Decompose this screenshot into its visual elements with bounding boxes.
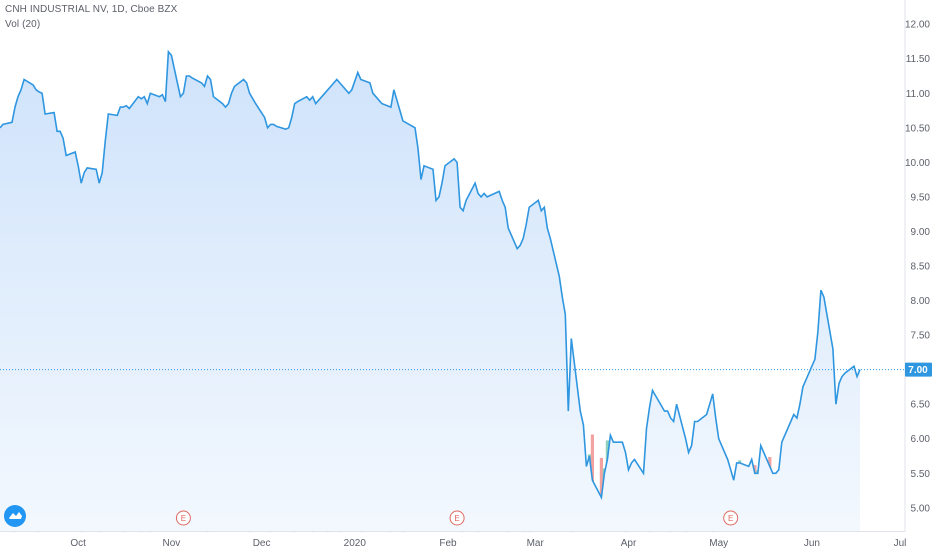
earnings-marker-circle — [449, 510, 465, 526]
earnings-marker-label: E — [181, 514, 186, 523]
price-tick-label: 9.50 — [911, 192, 931, 203]
last-price-badge: 7.00 — [905, 362, 932, 377]
volume-indicator-label[interactable]: Vol (20) — [5, 19, 41, 30]
price-axis[interactable]: 12.00 11.50 11.00 10.50 10.00 9.50 9.00 8.50 8.0… — [905, 20, 930, 515]
price-tick-label: 5.00 — [911, 503, 931, 514]
price-tick-label: 6.50 — [911, 400, 931, 411]
price-tick-label: 7.50 — [911, 331, 931, 342]
earnings-marker-label: E — [454, 514, 459, 523]
time-tick-label: 2020 — [344, 538, 367, 549]
price-tick-label: 6.00 — [911, 434, 931, 445]
price-tick-label: 8.50 — [911, 262, 931, 273]
price-tick-label: 11.00 — [906, 89, 931, 100]
price-tick-label: 10.50 — [905, 123, 930, 134]
earnings-marker-circle — [723, 510, 739, 526]
earnings-marker[interactable]: E — [175, 510, 191, 526]
time-tick-label: Dec — [253, 538, 271, 549]
logo-cloud-icon — [9, 512, 22, 519]
tradingview-logo[interactable] — [4, 505, 26, 527]
time-tick-label: Apr — [621, 538, 637, 549]
price-tick-label: 11.50 — [906, 54, 931, 65]
time-tick-label: Oct — [70, 538, 86, 549]
price-tick-label: 5.50 — [911, 469, 931, 480]
time-tick-label: Jun — [804, 538, 820, 549]
time-tick-label: Feb — [439, 538, 457, 549]
price-tick-label: 9.00 — [911, 227, 931, 238]
last-price-label: 7.00 — [908, 365, 928, 376]
earnings-marker[interactable]: E — [449, 510, 465, 526]
price-tick-label: 10.00 — [905, 158, 930, 169]
price-line — [0, 49, 861, 501]
earnings-marker-circle — [175, 510, 191, 526]
chart-title: CNH INDUSTRIAL NV, 1D, Cboe BZX — [5, 4, 178, 15]
price-tick-label: 12.00 — [905, 20, 930, 31]
price-tick-label: 8.00 — [911, 296, 931, 307]
earnings-marker[interactable]: E — [723, 510, 739, 526]
time-tick-label: Nov — [163, 538, 181, 549]
earnings-marker-label: E — [728, 514, 733, 523]
time-tick-label: Jul — [894, 538, 907, 549]
time-tick-label: May — [709, 538, 728, 549]
time-axis[interactable]: Oct Nov Dec 2020 Feb Mar Apr May Jun Jul — [70, 538, 906, 549]
price-area-fill — [0, 51, 860, 533]
time-tick-label: Mar — [527, 538, 545, 549]
